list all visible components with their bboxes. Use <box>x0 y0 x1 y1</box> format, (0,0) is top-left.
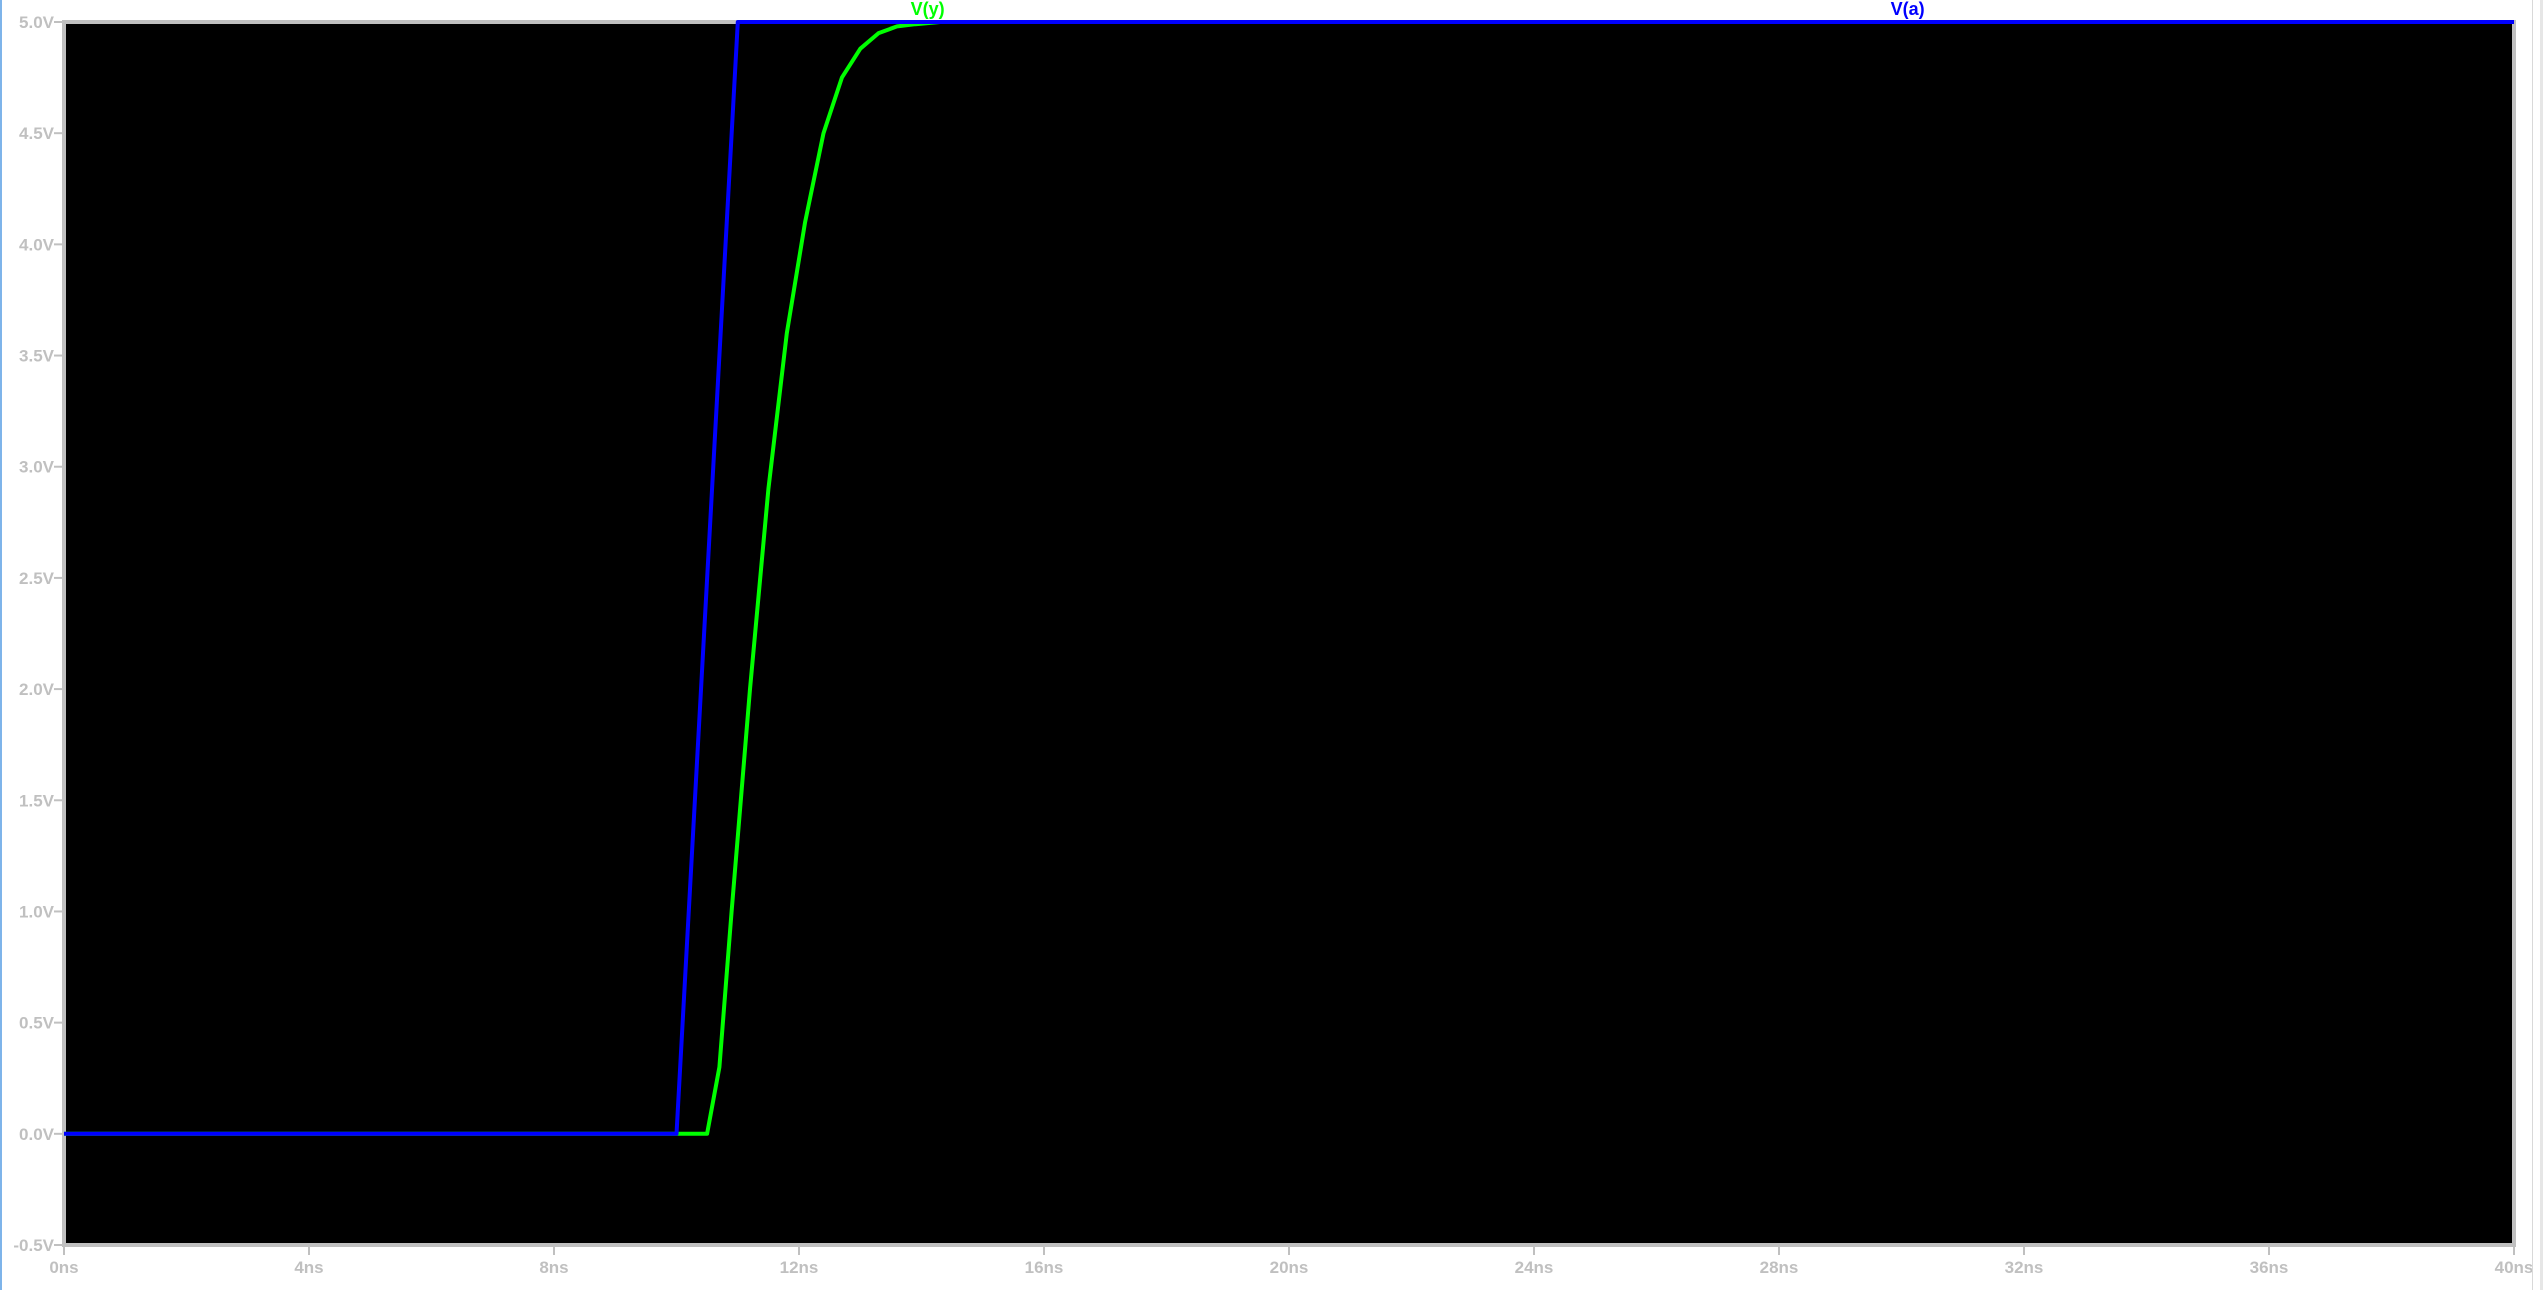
y-tick-label: 5.0V <box>19 13 55 32</box>
y-tick-label: 4.5V <box>19 124 55 143</box>
y-tick-label: 0.5V <box>19 1014 55 1033</box>
trace-va[interactable] <box>64 20 2514 1136</box>
legend-label-vy[interactable]: V(y) <box>911 0 945 19</box>
y-tick-label: 2.0V <box>19 680 55 699</box>
x-tick-label: 24ns <box>1515 1258 1554 1277</box>
y-tick-label: 3.0V <box>19 458 55 477</box>
legend: V(y) V(a) <box>911 0 1925 19</box>
traces <box>64 20 2514 1136</box>
x-tick-label: 8ns <box>539 1258 568 1277</box>
y-tick-label: 1.0V <box>19 902 55 921</box>
y-tick-label: -0.5V <box>13 1236 54 1255</box>
y-tick-label: 3.5V <box>19 347 55 366</box>
x-tick-label: 32ns <box>2005 1258 2044 1277</box>
x-tick-label: 16ns <box>1025 1258 1064 1277</box>
y-tick-label: 1.5V <box>19 791 55 810</box>
y-tick-label: 0.0V <box>19 1125 55 1144</box>
x-tick-label: 40ns <box>2495 1258 2532 1277</box>
legend-label-va[interactable]: V(a) <box>1891 0 1925 19</box>
plot-area[interactable] <box>62 20 2516 1247</box>
x-tick-label: 0ns <box>49 1258 78 1277</box>
x-axis: 0ns 4ns 8ns 12ns 16ns 20ns 24ns 28ns 32ns 36ns 40n… <box>49 1245 2532 1277</box>
x-tick-label: 4ns <box>294 1258 323 1277</box>
trace-vy[interactable] <box>64 20 941 1136</box>
x-tick-label: 36ns <box>2250 1258 2289 1277</box>
window-edge-line <box>2540 0 2543 1290</box>
x-tick-label: 12ns <box>780 1258 819 1277</box>
x-tick-label: 20ns <box>1270 1258 1309 1277</box>
window-edge <box>2532 0 2547 1290</box>
y-tick-label: 4.0V <box>19 235 55 254</box>
x-tick-label: 28ns <box>1760 1258 1799 1277</box>
y-tick-label: 2.5V <box>19 569 55 588</box>
y-axis: 5.0V 4.5V 4.0V 3.5V 3.0V 2.5V 2.0V 1.5V 1.0V 0.5V… <box>13 13 64 1255</box>
